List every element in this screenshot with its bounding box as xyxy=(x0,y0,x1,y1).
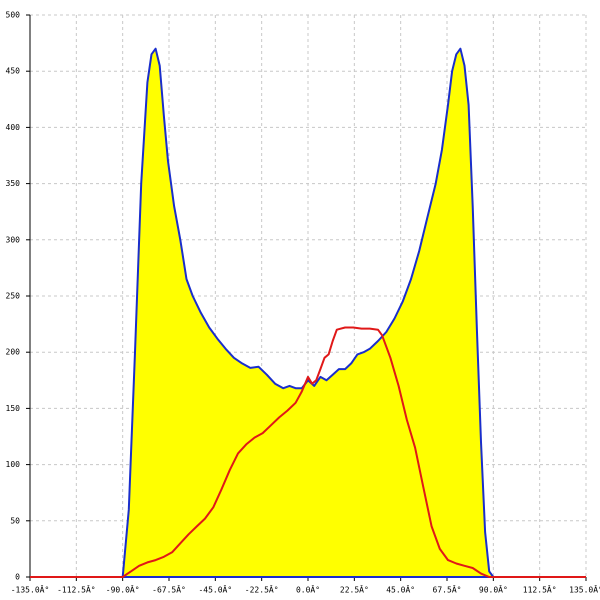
x-tick-label: 22.5Â° xyxy=(340,584,369,595)
x-tick-label: 90.0Â° xyxy=(479,584,508,595)
y-tick-label: 400 xyxy=(6,123,21,132)
line xyxy=(30,326,586,578)
x-tick-label: -135.0Â° xyxy=(11,584,50,595)
y-tick-label: 150 xyxy=(6,404,21,413)
y-tick-label: 300 xyxy=(6,235,21,244)
y-tick-label: 500 xyxy=(6,11,21,20)
x-tick-label: 135.0Â° xyxy=(569,584,600,595)
y-tick-label: 250 xyxy=(6,292,21,301)
x-tick-label: 0.0Â° xyxy=(296,584,320,595)
area xyxy=(121,47,495,578)
y-tick-label: 450 xyxy=(6,67,21,76)
y-tick-label: 200 xyxy=(6,348,21,357)
x-tick-label: -67.5Â° xyxy=(152,584,186,595)
y-tick-label: 50 xyxy=(10,516,20,525)
x-tick-label: 67.5Â° xyxy=(433,584,462,595)
x-tick-label: -90.0Â° xyxy=(106,584,140,595)
x-tick-label: -22.5Â° xyxy=(245,584,279,595)
y-tick-label: 350 xyxy=(6,179,21,188)
x-tick-label: 112.5Â° xyxy=(523,584,557,595)
x-tick-label: -112.5Â° xyxy=(57,584,96,595)
x-tick-label: 45.0Â° xyxy=(386,584,415,595)
y-tick-label: 100 xyxy=(6,460,21,469)
x-tick-label: -45.0Â° xyxy=(198,584,232,595)
y-tick-label: 0 xyxy=(15,573,20,582)
